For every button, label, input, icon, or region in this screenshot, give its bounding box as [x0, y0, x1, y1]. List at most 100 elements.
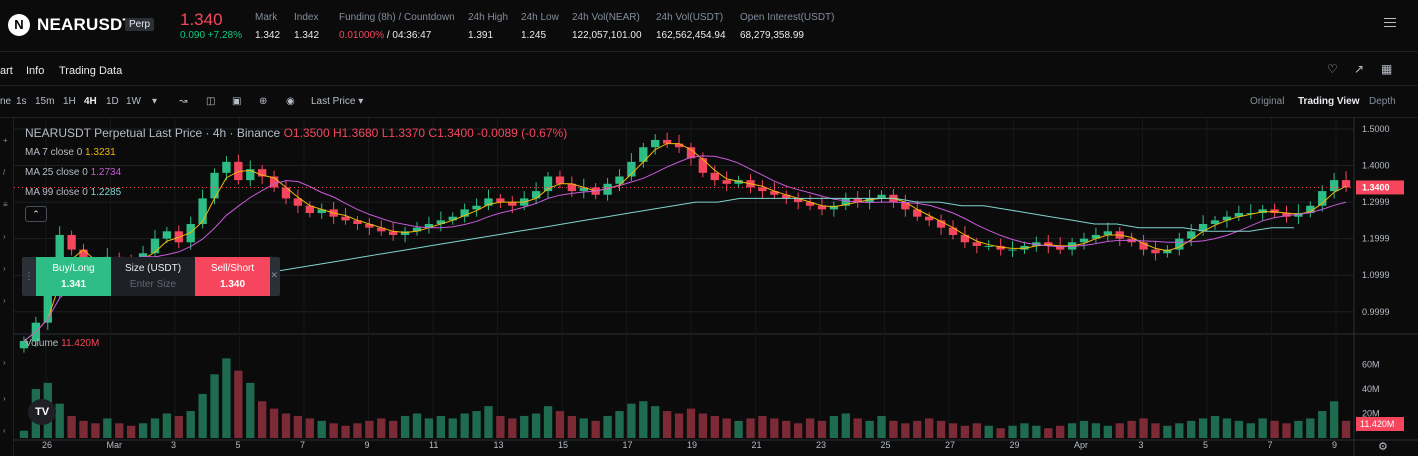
candle-body — [674, 143, 684, 148]
volume-bar — [1103, 425, 1112, 438]
camera-icon[interactable]: ▣ — [232, 96, 242, 107]
fib-icon[interactable]: ≡ — [3, 200, 8, 209]
volume-bar — [1008, 425, 1017, 438]
volume-bar — [150, 418, 160, 438]
candle-body — [1163, 249, 1172, 254]
tab-trading-data[interactable]: Trading Data — [59, 65, 123, 77]
volume-bar — [222, 358, 231, 438]
buy-long-button[interactable]: Buy/Long 1.341 — [36, 257, 111, 296]
volume-bar — [79, 420, 88, 438]
volume-bar — [793, 423, 803, 438]
candle-body — [1329, 180, 1339, 192]
candle-body — [1008, 249, 1017, 251]
volume-bar — [353, 423, 362, 438]
candle-body — [198, 198, 207, 224]
candle-body — [531, 191, 541, 199]
last-price: 1.340 — [180, 10, 223, 29]
candle-body — [734, 180, 743, 184]
volume-bar — [19, 430, 29, 438]
volume-bar — [1258, 418, 1267, 438]
candle-body — [567, 183, 577, 192]
candle-body — [662, 139, 672, 144]
ma25-line — [23, 155, 1347, 342]
volume-bar — [448, 418, 457, 438]
volume-bar — [972, 423, 981, 438]
price-source-dropdown[interactable]: Last Price ▾ — [311, 96, 364, 107]
view-trading-view[interactable]: Trading View — [1298, 96, 1360, 107]
indicator-icon[interactable]: ↝ — [179, 96, 188, 107]
volume-bar — [246, 382, 255, 438]
drawing-tools-rail: + / ≡ › › › › › ‹ — [0, 118, 14, 456]
candle-body — [805, 202, 815, 206]
candle-body — [1044, 242, 1053, 246]
interval-1w[interactable]: 1W — [126, 96, 141, 107]
more-menu-icon[interactable] — [1384, 18, 1396, 28]
volume-bar — [1282, 423, 1291, 438]
interval-15m[interactable]: 15m — [35, 96, 55, 107]
measure-icon[interactable]: › — [3, 358, 6, 367]
tab-info[interactable]: Info — [26, 65, 45, 77]
price-axis-label: 1.0999 — [1362, 270, 1390, 280]
legend-collapse-button[interactable]: ⌃ — [25, 206, 47, 222]
volume-bar — [1318, 411, 1327, 438]
settings-icon[interactable]: ◉ — [286, 96, 295, 107]
add-icon[interactable]: ⊕ — [259, 96, 268, 107]
magnet-icon[interactable]: › — [3, 394, 6, 403]
volume-bar — [258, 401, 267, 438]
volume-bar — [472, 411, 481, 438]
volume-bar — [1246, 423, 1255, 438]
volume-bar — [1115, 423, 1124, 438]
candle-body — [281, 187, 291, 199]
bell-icon[interactable]: ♡ — [1327, 62, 1338, 76]
candle-body — [412, 227, 422, 232]
sell-short-button[interactable]: Sell/Short 1.340 — [195, 257, 270, 296]
volume-bar — [805, 418, 815, 438]
rail-collapse-icon[interactable]: ‹ — [3, 426, 6, 435]
legend-change: -0.0089 (-0.67%) — [477, 126, 568, 140]
view-original[interactable]: Original — [1250, 96, 1285, 107]
volume-bar — [948, 423, 958, 438]
stat-open-interest: Open Interest(USDT) 68,279,358.99 — [740, 12, 835, 41]
candle-body — [555, 176, 565, 184]
text-icon[interactable]: › — [3, 296, 6, 305]
candle-body — [353, 220, 362, 224]
volume-bar — [901, 423, 910, 438]
tab-chart[interactable]: art — [0, 65, 13, 77]
time-axis-label: 29 — [1010, 440, 1020, 450]
candle-body — [389, 231, 398, 235]
volume-bar — [1187, 420, 1196, 438]
perp-badge: Perp — [125, 18, 155, 31]
time-axis-label: 5 — [236, 440, 241, 450]
close-icon[interactable]: ✕ — [270, 270, 278, 280]
interval-1h[interactable]: 1H — [63, 96, 76, 107]
interval-1d[interactable]: 1D — [106, 96, 119, 107]
interval-1s[interactable]: 1s — [16, 96, 27, 107]
drag-handle-icon[interactable]: ⋮ — [24, 271, 34, 281]
crosshair-icon[interactable]: + — [3, 136, 8, 145]
volume-bar — [603, 415, 612, 438]
interval-4h[interactable]: 4H — [84, 96, 97, 107]
candle-type-icon[interactable]: ◫ — [206, 96, 216, 107]
symbol-name[interactable]: NEARUSDT — [37, 15, 134, 34]
candle-body — [484, 198, 493, 206]
grid-icon[interactable]: ▦ — [1381, 62, 1393, 76]
time-axis-label: 13 — [494, 440, 504, 450]
volume-bar — [1032, 425, 1041, 438]
volume-bar — [115, 423, 124, 438]
volume-bar — [1234, 420, 1244, 438]
trendline-icon[interactable]: / — [3, 168, 6, 177]
time-axis-label: 15 — [558, 440, 568, 450]
brush-icon[interactable]: › — [3, 264, 6, 273]
candle-body — [1187, 231, 1196, 239]
legend-ma25: MA 25 close 0 1.2734 — [25, 167, 122, 178]
size-input[interactable]: Size (USDT) Enter Size — [111, 257, 195, 296]
pattern-icon[interactable]: › — [3, 232, 6, 241]
dropdown-arrow-icon[interactable]: ▾ — [152, 96, 158, 107]
candle-body — [162, 231, 172, 239]
expand-icon[interactable]: ↗ — [1354, 62, 1365, 76]
candle-body — [948, 227, 958, 235]
volume-bar — [960, 425, 970, 438]
view-depth[interactable]: Depth — [1369, 96, 1396, 107]
interval-time[interactable]: ne — [0, 96, 12, 107]
volume-bar — [1056, 425, 1065, 438]
